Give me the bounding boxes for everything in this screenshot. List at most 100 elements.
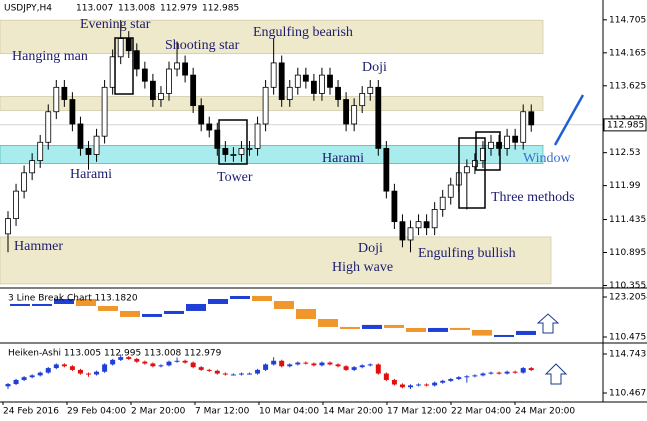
ha-body xyxy=(456,377,462,380)
ha-body xyxy=(408,385,413,388)
candle-body xyxy=(5,218,11,235)
candle-body xyxy=(158,93,164,100)
ha-body xyxy=(327,362,333,365)
y-tick-label: 110.4757 xyxy=(609,332,647,342)
up-arrow xyxy=(544,363,568,385)
ha-body xyxy=(69,366,75,370)
ha-body xyxy=(399,384,405,388)
candle-body xyxy=(69,99,76,125)
ha-body xyxy=(150,363,156,367)
y-tick-label: 123.2054 xyxy=(609,292,647,302)
candle-body xyxy=(37,141,44,161)
line-break-block xyxy=(362,324,382,329)
zone xyxy=(0,236,552,285)
annotation: Hammer xyxy=(14,239,63,254)
candle-body xyxy=(423,221,430,229)
price-label: 112.985 xyxy=(607,120,644,130)
candle-body xyxy=(149,80,156,100)
candle-body xyxy=(319,74,325,94)
x-tick-label: 7 Mar 12:00 xyxy=(195,407,250,417)
ha-body xyxy=(504,371,510,374)
candle-body xyxy=(367,86,374,94)
ha-body xyxy=(222,373,228,375)
candle-body xyxy=(230,154,237,156)
candle-body xyxy=(496,141,502,149)
trend-arrow xyxy=(553,94,585,146)
y-tick-label: 110.467 xyxy=(609,389,646,399)
annotation: Doji xyxy=(362,60,387,75)
ha-body xyxy=(118,357,124,360)
ha-body xyxy=(214,370,220,374)
ha-body xyxy=(295,362,301,365)
annotation: Engulfing bearish xyxy=(253,25,353,40)
ha-body xyxy=(367,364,373,366)
candle-body xyxy=(53,86,60,113)
ha-body xyxy=(351,367,357,370)
ha-body xyxy=(158,365,164,367)
candle-body xyxy=(13,190,19,220)
ha-body xyxy=(343,366,349,370)
line-break-block xyxy=(340,326,360,329)
candle-body xyxy=(343,99,350,125)
candle-body xyxy=(520,111,527,143)
zone xyxy=(0,96,544,111)
candle-body xyxy=(335,86,341,100)
candle-body xyxy=(327,74,333,88)
candle-body xyxy=(45,111,52,143)
candle-body xyxy=(512,135,519,143)
y-tick-label: 111.435 xyxy=(609,215,646,225)
y-tick-label: 114.743 xyxy=(609,350,646,360)
panel-title: Heiken-Ashi 113.005 112.995 113.008 112.… xyxy=(8,349,222,359)
annotation: Harami xyxy=(322,151,364,166)
ha-body xyxy=(182,360,188,363)
candle-body xyxy=(125,38,132,52)
line-break-block xyxy=(428,327,448,332)
zone xyxy=(0,145,544,164)
annotation: Engulfing bullish xyxy=(418,246,516,261)
annotation: Shooting star xyxy=(165,38,240,53)
line-break-block xyxy=(494,334,514,337)
line-break-block xyxy=(406,327,426,332)
line-break-block xyxy=(10,303,30,306)
ha-body xyxy=(416,384,422,386)
header-value: 113.007 xyxy=(76,4,113,14)
candle-body xyxy=(93,135,100,155)
candle-body xyxy=(399,221,406,241)
candle-body xyxy=(278,62,285,100)
ha-body xyxy=(110,359,116,365)
line-break-block xyxy=(516,330,536,335)
candle-body xyxy=(431,209,438,229)
symbol: USDJPY,H4 xyxy=(4,4,52,14)
ha-body xyxy=(424,384,430,386)
ha-body xyxy=(206,369,212,371)
candle-body xyxy=(262,86,269,125)
header-value: 112.985 xyxy=(202,4,239,14)
candle-body xyxy=(61,86,68,100)
panel-title: 3 Line Break Chart 113.1820 xyxy=(8,294,138,304)
ha-body xyxy=(13,379,19,385)
line-break-block xyxy=(98,305,118,311)
candle-body xyxy=(254,123,261,149)
zone xyxy=(0,19,544,55)
ha-body xyxy=(464,376,470,378)
candle-body xyxy=(471,160,478,168)
ha-body xyxy=(166,361,172,366)
line-break-block xyxy=(208,298,228,304)
candle-body xyxy=(439,196,446,210)
candle-body xyxy=(117,38,124,58)
ha-body xyxy=(263,364,269,370)
ha-body xyxy=(279,360,285,367)
candle-body xyxy=(359,93,366,107)
candle-body xyxy=(206,123,213,131)
x-tick-label: 24 Mar 20:00 xyxy=(515,407,575,417)
candle-body xyxy=(528,111,535,126)
candle-body xyxy=(182,62,189,76)
ha-body xyxy=(94,371,100,375)
price-box xyxy=(603,118,647,132)
y-tick-label: 114.705 xyxy=(609,15,646,25)
candle-body xyxy=(190,74,197,107)
ha-body xyxy=(29,375,35,378)
candle-body xyxy=(141,68,148,82)
up-arrow xyxy=(536,313,560,334)
line-break-block xyxy=(32,303,52,306)
